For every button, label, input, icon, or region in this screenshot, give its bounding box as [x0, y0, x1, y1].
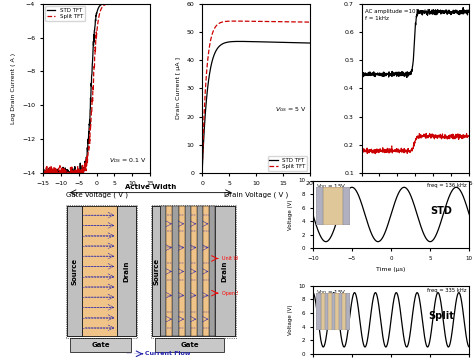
- Bar: [203, 206, 209, 336]
- Bar: [152, 206, 235, 336]
- Split TFT: [59, 171, 65, 175]
- Text: STD: STD: [430, 206, 452, 216]
- Text: Current Flow: Current Flow: [145, 351, 190, 356]
- Bar: [184, 206, 191, 336]
- Split TFT: [103, 2, 109, 6]
- Bar: [82, 206, 117, 336]
- X-axis label: Drain Voltage ( V ): Drain Voltage ( V ): [224, 191, 288, 198]
- Split TFT: [258, 19, 264, 23]
- Bar: [67, 206, 136, 336]
- Text: Split: Split: [428, 312, 454, 321]
- STD TFT: [251, 39, 256, 44]
- Split TFT: [89, 108, 94, 112]
- Line: Split TFT: Split TFT: [202, 21, 310, 173]
- STD TFT: [40, 170, 46, 174]
- Text: Gate: Gate: [181, 342, 199, 348]
- X-axis label: Gate Voltage ( V ): Gate Voltage ( V ): [384, 191, 447, 198]
- Text: Drain: Drain: [222, 261, 228, 282]
- Bar: [67, 206, 82, 336]
- Bar: [166, 206, 173, 336]
- Split TFT: [112, 1, 118, 6]
- Y-axis label: Voltage (V): Voltage (V): [288, 199, 292, 230]
- Split TFT: [307, 20, 313, 24]
- Text: Drain: Drain: [124, 261, 129, 282]
- Text: $V_{GS}$ = 5 V: $V_{GS}$ = 5 V: [274, 105, 307, 114]
- Split TFT: [121, 1, 127, 6]
- Bar: [197, 206, 203, 336]
- STD TFT: [307, 41, 313, 45]
- Bar: [173, 206, 179, 336]
- STD TFT: [305, 41, 310, 45]
- Text: Unit Width : 5 μm: Unit Width : 5 μm: [222, 256, 265, 261]
- Bar: [209, 206, 215, 336]
- STD TFT: [251, 39, 257, 44]
- Y-axis label: Drain Current [ μA ]: Drain Current [ μA ]: [176, 57, 181, 119]
- STD TFT: [103, 1, 109, 6]
- Bar: [191, 206, 197, 336]
- Bar: [70, 338, 131, 352]
- Text: $V_{DD}$ = 15V: $V_{DD}$ = 15V: [316, 183, 346, 191]
- STD TFT: [121, 1, 127, 6]
- Bar: [66, 205, 137, 338]
- Line: Split TFT: Split TFT: [43, 4, 150, 173]
- Text: Active Width: Active Width: [125, 184, 176, 191]
- STD TFT: [264, 40, 269, 44]
- Line: STD TFT: STD TFT: [202, 42, 310, 173]
- Text: freq = 136 kHz: freq = 136 kHz: [427, 183, 466, 187]
- Legend: STD TFT, Split TFT: STD TFT, Split TFT: [267, 156, 307, 170]
- Split TFT: [305, 20, 310, 24]
- Text: $V_{DS}$ = 0.1 V: $V_{DS}$ = 0.1 V: [109, 156, 147, 165]
- Bar: [155, 338, 225, 352]
- X-axis label: Gate Voltage ( V ): Gate Voltage ( V ): [65, 191, 128, 198]
- STD TFT: [68, 171, 73, 175]
- STD TFT: [258, 40, 264, 44]
- Bar: [179, 206, 184, 336]
- Split TFT: [232, 19, 237, 23]
- STD TFT: [199, 171, 205, 175]
- Split TFT: [251, 19, 257, 23]
- X-axis label: Time (μs): Time (μs): [376, 267, 406, 271]
- STD TFT: [59, 171, 65, 175]
- Split TFT: [40, 171, 46, 175]
- Split TFT: [147, 1, 153, 6]
- Bar: [152, 206, 160, 336]
- Text: freq = 335 kHz: freq = 335 kHz: [427, 288, 466, 293]
- STD TFT: [40, 171, 46, 175]
- Split TFT: [264, 19, 269, 24]
- STD TFT: [288, 40, 293, 45]
- Legend: STD TFT, Split TFT: STD TFT, Split TFT: [46, 6, 85, 21]
- Bar: [160, 206, 166, 336]
- Text: AC amplitude =100mV
f = 1kHz: AC amplitude =100mV f = 1kHz: [365, 9, 428, 21]
- Text: $V_{DD}$ = 15V: $V_{DD}$ = 15V: [316, 288, 346, 297]
- Line: STD TFT: STD TFT: [43, 4, 150, 173]
- Bar: [117, 206, 136, 336]
- Text: Source: Source: [72, 258, 78, 285]
- STD TFT: [112, 1, 118, 6]
- Text: Source: Source: [153, 258, 159, 285]
- Bar: [151, 205, 236, 338]
- Split TFT: [40, 165, 46, 170]
- Text: Open Space : 10 μm: Open Space : 10 μm: [222, 291, 272, 296]
- Split TFT: [251, 19, 256, 23]
- Y-axis label: Voltage (V): Voltage (V): [288, 305, 292, 335]
- STD TFT: [147, 1, 153, 6]
- STD TFT: [237, 39, 242, 44]
- STD TFT: [89, 74, 94, 78]
- Split TFT: [199, 171, 205, 175]
- Split TFT: [288, 19, 293, 24]
- Text: Gate: Gate: [91, 342, 110, 348]
- Split TFT: [68, 165, 73, 170]
- Bar: [215, 206, 235, 336]
- Y-axis label: Log Drain Current ( A ): Log Drain Current ( A ): [11, 53, 16, 124]
